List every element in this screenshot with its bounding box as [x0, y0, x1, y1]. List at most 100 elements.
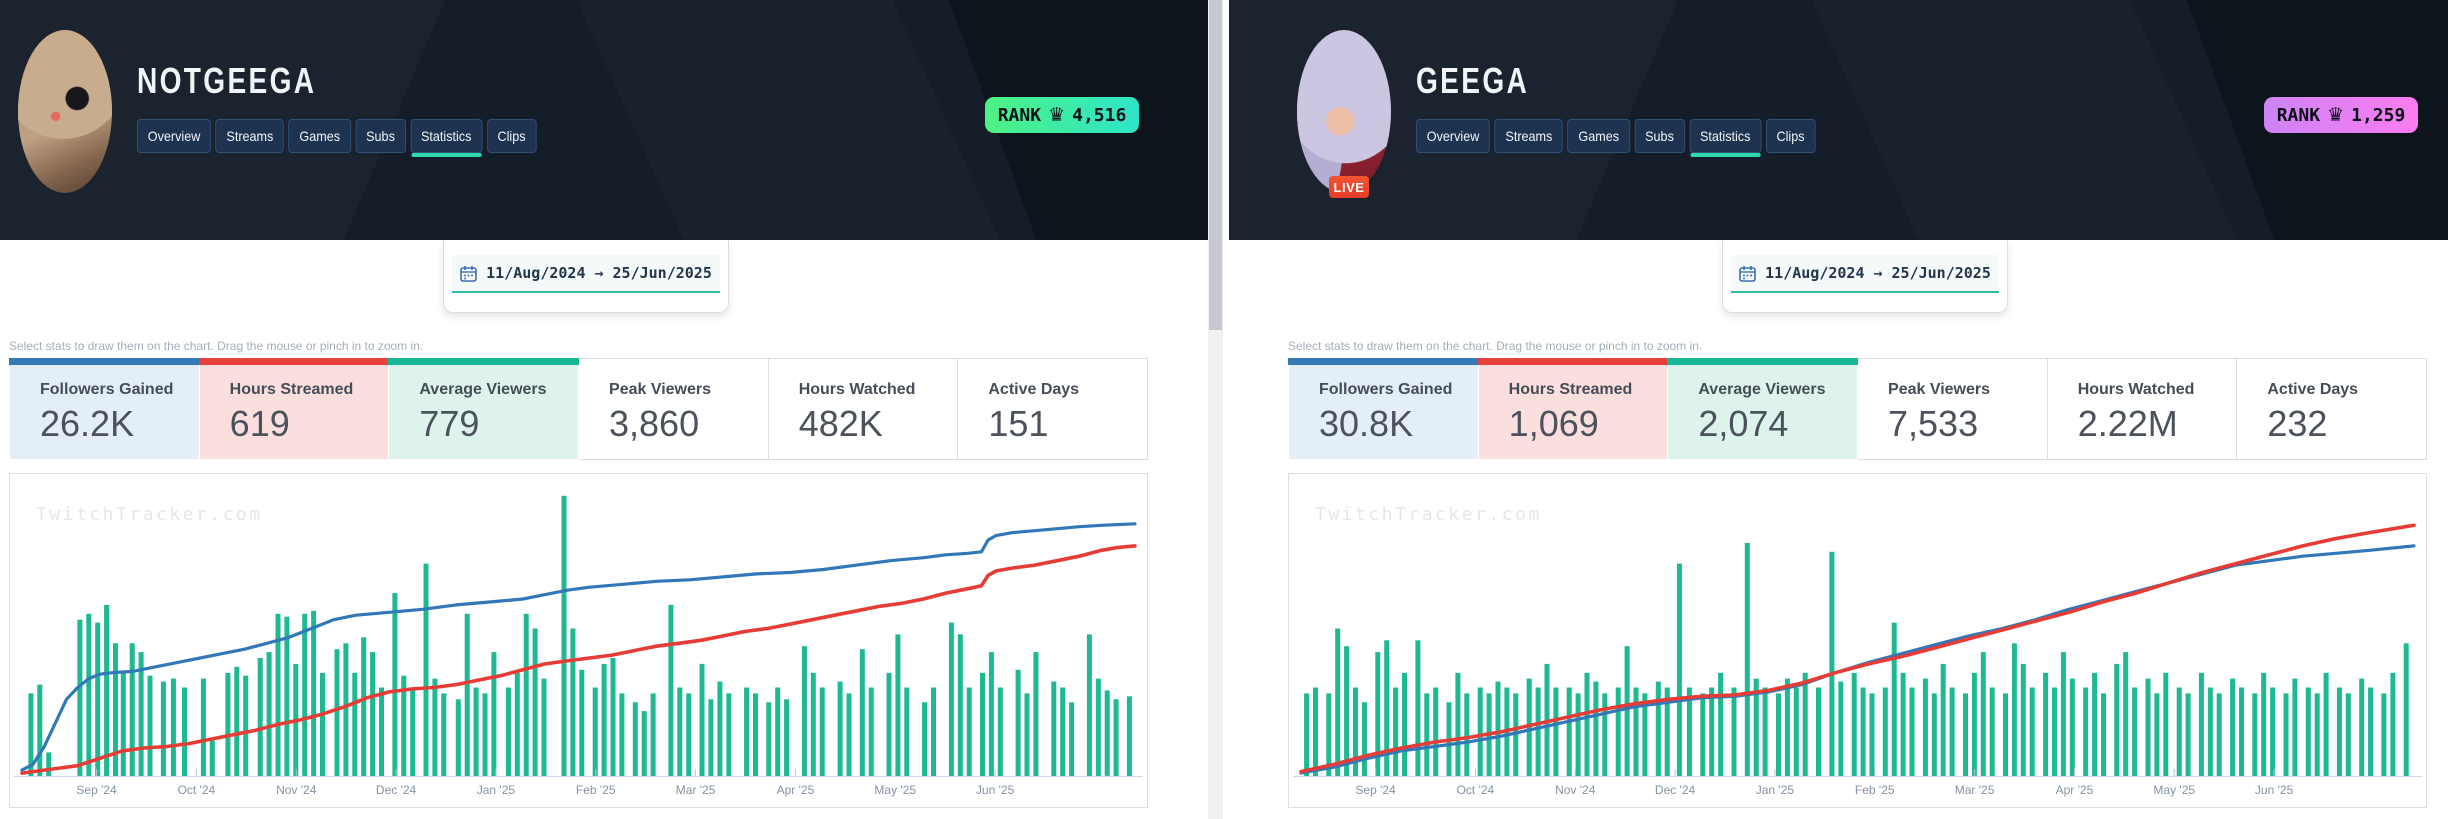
- chart-hint: Select stats to draw them on the chart. …: [9, 339, 424, 353]
- svg-text:May '25: May '25: [2153, 783, 2195, 797]
- stat-color-bar: [9, 358, 200, 365]
- rank-value: 1,259: [2351, 104, 2406, 126]
- svg-text:Dec '24: Dec '24: [376, 783, 417, 797]
- stat-label: Active Days: [988, 381, 1080, 398]
- tab-statistics[interactable]: Statistics: [410, 119, 483, 157]
- svg-text:Sep '24: Sep '24: [1355, 783, 1396, 797]
- stat-label: Average Viewers: [419, 381, 547, 398]
- svg-text:Apr '25: Apr '25: [777, 783, 815, 797]
- stat-label: Followers Gained: [1319, 381, 1453, 398]
- stats-chart[interactable]: TwitchTracker.com Sep '24 Oct '24 Nov '24 De…: [1289, 474, 2426, 807]
- calendar-icon: [1739, 265, 1756, 282]
- tab-clips[interactable]: Clips: [486, 119, 537, 153]
- stat-box-hours-watched[interactable]: Hours Watched 2.22M: [2047, 358, 2238, 460]
- tab-overview[interactable]: Overview: [137, 119, 212, 153]
- avatar[interactable]: [1297, 30, 1391, 193]
- tab-games[interactable]: Games: [288, 119, 351, 153]
- stats-row: Followers Gained 26.2K Hours Streamed 61…: [9, 358, 1149, 460]
- rank-badge: RANK ♛ 4,516: [985, 97, 1139, 133]
- streamer-pane-left: NOTGEEGA Overview Streams Games Subs Sta…: [0, 0, 1208, 819]
- date-end: 25/Jun/2025: [612, 264, 712, 282]
- stat-label: Hours Watched: [798, 381, 916, 398]
- crown-icon: ♛: [1048, 103, 1066, 126]
- tab-statistics[interactable]: Statistics: [1689, 119, 1762, 157]
- stat-value: 1,069: [1508, 403, 1599, 444]
- svg-text:Nov '24: Nov '24: [276, 783, 317, 797]
- stat-value: 30.8K: [1319, 403, 1414, 444]
- svg-text:Feb '25: Feb '25: [576, 783, 616, 797]
- stat-box-peak-viewers[interactable]: Peak Viewers 3,860: [579, 358, 769, 460]
- streamer-pane-right: LIVE GEEGA Overview Streams Games Subs S…: [1229, 0, 2448, 819]
- stat-value: 619: [229, 403, 290, 444]
- stat-box-active-days[interactable]: Active Days 151: [958, 358, 1149, 460]
- tab-streams[interactable]: Streams: [1494, 119, 1564, 153]
- stat-box-average-viewers[interactable]: Average Viewers 779: [388, 358, 580, 460]
- stats-chart[interactable]: TwitchTracker.com Sep '24 Oct '24 Nov '24 De…: [10, 474, 1147, 807]
- svg-text:Apr '25: Apr '25: [2056, 783, 2094, 797]
- date-range-picker[interactable]: 11/Aug/2024 → 25/Jun/2025: [452, 255, 720, 293]
- svg-text:Jun '25: Jun '25: [976, 783, 1015, 797]
- rank-value: 4,516: [1072, 104, 1127, 126]
- tab-clips[interactable]: Clips: [1765, 119, 1816, 153]
- tab-games[interactable]: Games: [1567, 119, 1630, 153]
- tab-subs[interactable]: Subs: [355, 119, 406, 153]
- profile-tabs: Overview Streams Games Subs Statistics C…: [137, 119, 537, 157]
- stat-label: Hours Watched: [2077, 381, 2195, 398]
- stat-box-average-viewers[interactable]: Average Viewers 2,074: [1667, 358, 1859, 460]
- svg-text:Sep '24: Sep '24: [76, 783, 117, 797]
- streamer-name: NOTGEEGA: [137, 60, 317, 101]
- stat-value: 232: [2267, 403, 2328, 444]
- rank-label: RANK: [2276, 104, 2321, 126]
- tab-streams[interactable]: Streams: [215, 119, 285, 153]
- stat-box-hours-streamed[interactable]: Hours Streamed 1,069: [1477, 358, 1669, 460]
- stat-label: Hours Streamed: [229, 381, 354, 398]
- stat-color-bar: [198, 358, 390, 365]
- date-range-card: 11/Aug/2024 → 25/Jun/2025: [443, 240, 729, 313]
- stats-chart-card: TwitchTracker.com Sep '24 Oct '24 Nov '24 De…: [1288, 473, 2427, 808]
- stat-label: Peak Viewers: [1888, 381, 1991, 398]
- svg-text:Nov '24: Nov '24: [1555, 783, 1596, 797]
- stat-value: 3,860: [609, 403, 700, 444]
- arrow-right-icon: →: [594, 264, 604, 282]
- tab-overview[interactable]: Overview: [1416, 119, 1491, 153]
- stat-box-hours-streamed[interactable]: Hours Streamed 619: [198, 358, 390, 460]
- stat-color-bar: [1667, 358, 1859, 365]
- date-start: 11/Aug/2024: [1765, 264, 1865, 282]
- rank-badge: RANK ♛ 1,259: [2264, 97, 2418, 133]
- tab-subs[interactable]: Subs: [1634, 119, 1685, 153]
- stat-box-hours-watched[interactable]: Hours Watched 482K: [768, 358, 959, 460]
- stats-chart-card: TwitchTracker.com Sep '24 Oct '24 Nov '24 De…: [9, 473, 1148, 808]
- date-range-picker[interactable]: 11/Aug/2024 → 25/Jun/2025: [1731, 255, 1999, 293]
- stat-label: Peak Viewers: [609, 381, 712, 398]
- stat-box-peak-viewers[interactable]: Peak Viewers 7,533: [1858, 358, 2048, 460]
- crown-icon: ♛: [2327, 103, 2345, 126]
- date-end: 25/Jun/2025: [1891, 264, 1991, 282]
- stat-box-followers-gained[interactable]: Followers Gained 26.2K: [9, 358, 200, 460]
- vertical-scrollbar: [1208, 0, 1223, 819]
- streamer-name: GEEGA: [1416, 60, 1530, 101]
- arrow-right-icon: →: [1873, 264, 1883, 282]
- svg-text:TwitchTracker.com: TwitchTracker.com: [36, 504, 263, 525]
- svg-text:Mar '25: Mar '25: [676, 783, 716, 797]
- date-start: 11/Aug/2024: [486, 264, 586, 282]
- svg-text:Jan '25: Jan '25: [1756, 783, 1795, 797]
- stat-label: Average Viewers: [1698, 381, 1826, 398]
- svg-text:May '25: May '25: [874, 783, 916, 797]
- stat-value: 151: [988, 403, 1049, 444]
- chart-hint: Select stats to draw them on the chart. …: [1288, 339, 1703, 353]
- stat-color-bar: [1288, 358, 1479, 365]
- stat-label: Followers Gained: [40, 381, 174, 398]
- calendar-icon: [460, 265, 477, 282]
- svg-text:Oct '24: Oct '24: [178, 783, 216, 797]
- live-badge: LIVE: [1329, 176, 1369, 198]
- stat-box-followers-gained[interactable]: Followers Gained 30.8K: [1288, 358, 1479, 460]
- stat-value: 779: [419, 403, 480, 444]
- stat-box-active-days[interactable]: Active Days 232: [2237, 358, 2428, 460]
- stat-color-bar: [1477, 358, 1669, 365]
- scrollbar-thumb[interactable]: [1209, 0, 1222, 330]
- avatar-image: [1297, 30, 1391, 193]
- avatar[interactable]: [18, 30, 112, 193]
- stat-value: 2,074: [1698, 403, 1789, 444]
- stat-value: 7,533: [1888, 403, 1979, 444]
